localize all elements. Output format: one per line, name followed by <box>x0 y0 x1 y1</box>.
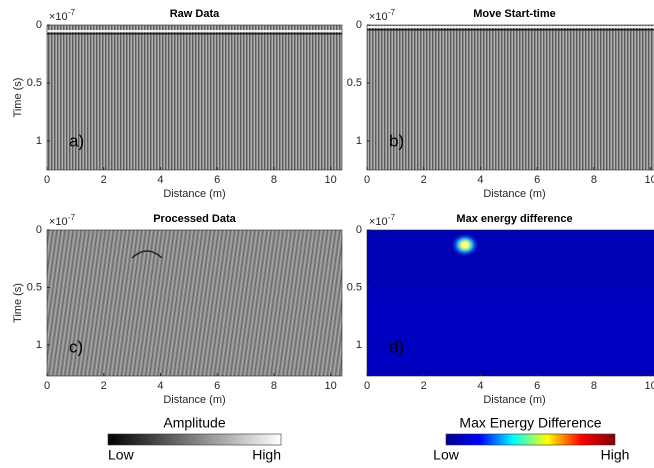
direct-wave <box>367 26 654 28</box>
y-tick-label: 1 <box>36 135 42 147</box>
x-tick-label: 8 <box>591 380 597 392</box>
y-tick-label: 0.5 <box>347 281 362 293</box>
x-tick-label: 10 <box>645 174 654 186</box>
chart-title: Max energy difference <box>456 213 572 225</box>
y-tick-label: 1 <box>356 339 362 351</box>
hotspot <box>451 233 479 257</box>
x-tick-label: 10 <box>325 174 337 186</box>
chart-title: Move Start-time <box>473 8 556 20</box>
chart-title: Raw Data <box>170 8 220 20</box>
y-tick-label: 1 <box>356 135 362 147</box>
panel-label: b) <box>389 131 404 150</box>
panel-label: d) <box>389 337 404 356</box>
direct-wave <box>367 29 654 31</box>
colorbar-low: Low <box>108 447 135 463</box>
panel-label: a) <box>69 131 84 150</box>
x-tick-label: 8 <box>591 174 597 186</box>
y-tick-label: 0 <box>36 19 42 31</box>
heatmap-band <box>367 290 654 370</box>
x-axis-label: Distance (m) <box>163 394 225 406</box>
x-tick-label: 4 <box>477 174 483 186</box>
x-tick-label: 10 <box>325 380 337 392</box>
y-multiplier-exp: -7 <box>388 8 396 17</box>
x-tick-label: 4 <box>157 380 163 392</box>
x-tick-label: 4 <box>477 380 483 392</box>
x-axis-label: Distance (m) <box>163 188 225 200</box>
x-tick-label: 0 <box>44 380 50 392</box>
y-multiplier-exp: -7 <box>68 8 76 17</box>
x-tick-label: 0 <box>364 174 370 186</box>
chart-title: Processed Data <box>153 213 236 225</box>
radargram <box>47 25 342 170</box>
colorbar <box>445 433 616 446</box>
y-multiplier: ×10 <box>369 216 388 228</box>
x-tick-label: 6 <box>214 380 220 392</box>
colorbar-label: Max Energy Difference <box>459 415 601 431</box>
y-multiplier: ×10 <box>369 11 388 23</box>
y-multiplier: ×10 <box>49 216 68 228</box>
y-multiplier-exp: -7 <box>68 213 76 222</box>
axes-frame <box>366 24 654 171</box>
y-axis-label: Time (s) <box>12 283 24 323</box>
axes-frame <box>366 229 654 377</box>
axes-frame <box>46 24 343 171</box>
y-tick-label: 0.5 <box>27 281 42 293</box>
x-tick-label: 2 <box>421 174 427 186</box>
x-tick-label: 6 <box>214 174 220 186</box>
x-tick-label: 6 <box>534 174 540 186</box>
colorbar-high: High <box>601 447 630 463</box>
x-tick-label: 8 <box>271 380 277 392</box>
x-tick-label: 10 <box>645 380 654 392</box>
radargram <box>47 230 342 376</box>
x-tick-label: 4 <box>157 174 163 186</box>
panel-label: c) <box>69 337 83 356</box>
direct-wave <box>47 30 342 32</box>
x-tick-label: 0 <box>44 174 50 186</box>
x-tick-label: 2 <box>101 380 107 392</box>
y-tick-label: 1 <box>36 339 42 351</box>
x-tick-label: 0 <box>364 380 370 392</box>
colorbar <box>107 433 282 446</box>
colorbar-label: Amplitude <box>163 415 225 431</box>
y-tick-label: 0.5 <box>27 77 42 89</box>
radargram <box>367 25 654 170</box>
x-axis-label: Distance (m) <box>483 188 545 200</box>
y-tick-label: 0.5 <box>347 77 362 89</box>
axes-frame <box>46 229 343 377</box>
y-axis-label: Time (s) <box>12 78 24 118</box>
y-tick-label: 0 <box>356 19 362 31</box>
y-multiplier: ×10 <box>49 11 68 23</box>
reflection <box>131 250 163 259</box>
y-multiplier-exp: -7 <box>388 213 396 222</box>
y-tick-label: 0 <box>36 224 42 236</box>
x-tick-label: 2 <box>101 174 107 186</box>
direct-wave <box>47 33 342 35</box>
y-tick-label: 0 <box>356 224 362 236</box>
colorbar-high: High <box>252 447 281 463</box>
x-tick-label: 8 <box>271 174 277 186</box>
colorbar-low: Low <box>433 447 460 463</box>
x-tick-label: 2 <box>421 380 427 392</box>
x-axis-label: Distance (m) <box>483 394 545 406</box>
x-tick-label: 6 <box>534 380 540 392</box>
